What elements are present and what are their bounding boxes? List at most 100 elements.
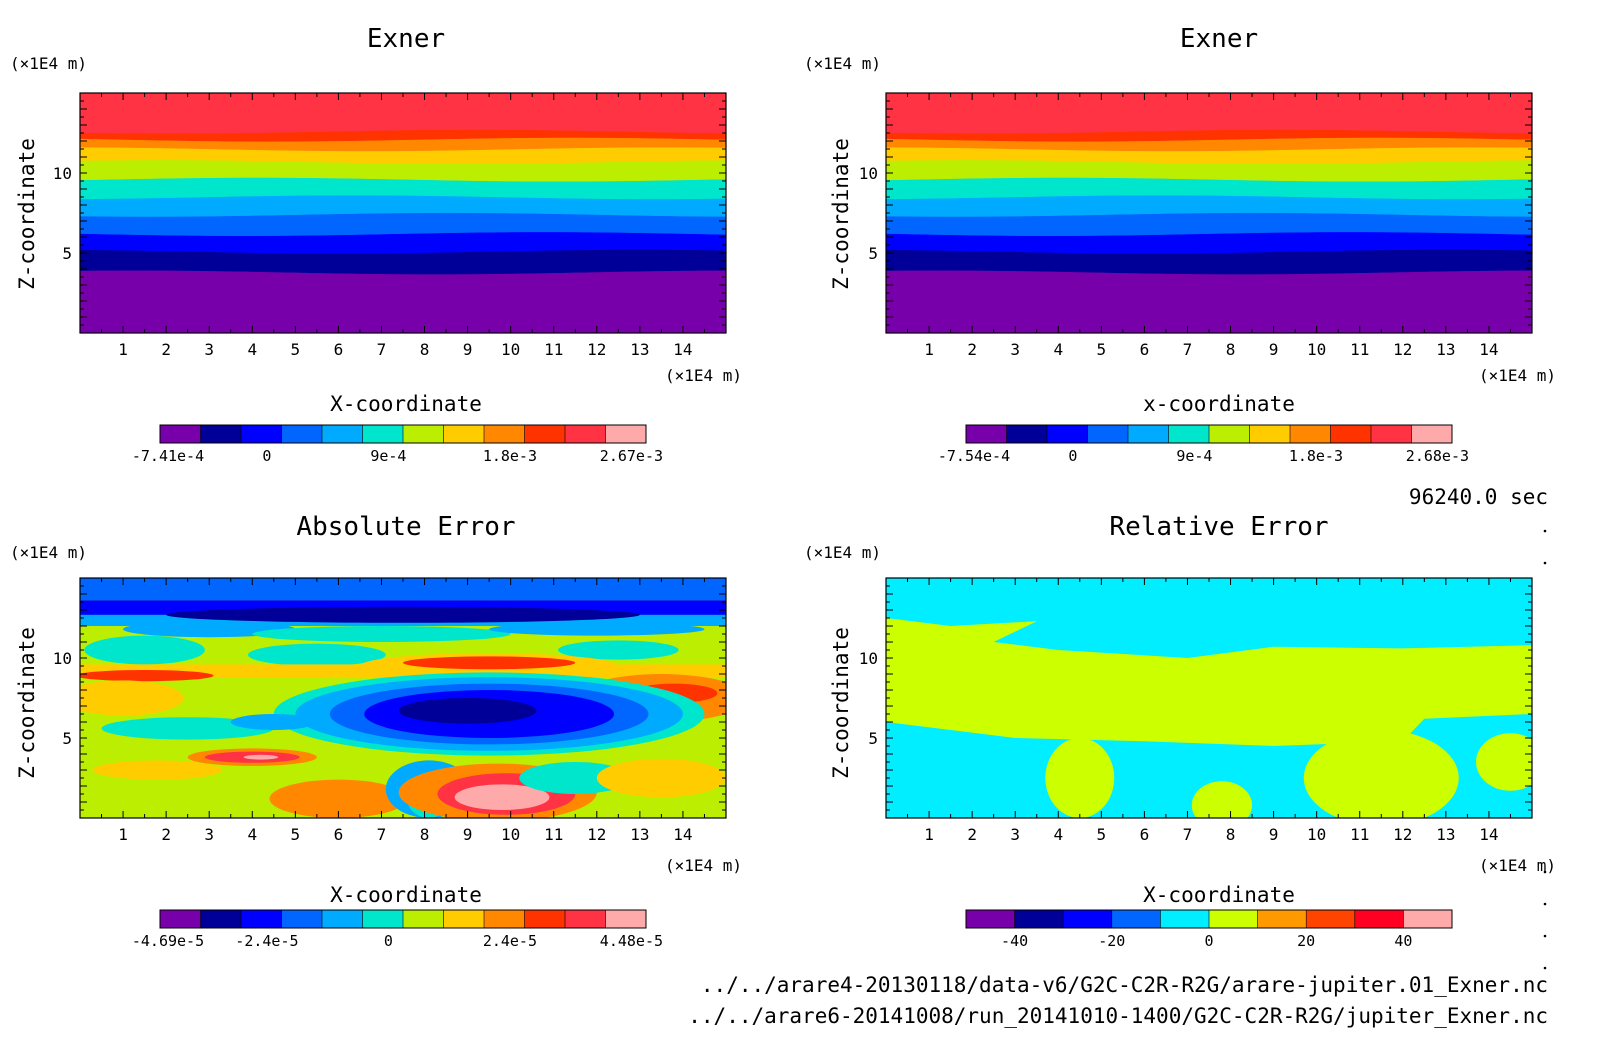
colorbar-swatch: [1411, 425, 1453, 443]
x-tick-label: 8: [1226, 340, 1236, 359]
x-axis-label: x-coordinate: [1143, 392, 1295, 416]
colorbar-swatch: [1168, 425, 1210, 443]
colorbar-label: -7.54e-4: [938, 447, 1010, 465]
y-unit-label: (×1E4 m): [10, 543, 87, 562]
x-tick-label: 12: [1393, 340, 1412, 359]
x-tick-label: 2: [967, 825, 977, 844]
panel-relative-error: Relative Error (×1E4 m) 1 2 3 4 5 6 7 8 9 10 11 12 1…: [804, 512, 1556, 950]
contour-band: [80, 93, 726, 134]
contour-field: [80, 578, 726, 818]
colorbar-label: -4.69e-5: [132, 932, 204, 950]
colorbar-swatch: [484, 425, 525, 443]
colorbar-swatch: [322, 910, 363, 928]
colorbar-swatch: [281, 425, 323, 443]
x-tick-label: 3: [204, 825, 214, 844]
x-tick-label: 12: [1393, 825, 1412, 844]
y-tick-label: 10: [53, 164, 72, 183]
panel-title: Relative Error: [1109, 512, 1328, 542]
x-axis-label: X-coordinate: [330, 392, 482, 416]
x-tick-label: 7: [377, 825, 387, 844]
colorbar: -4.69e-5 -2.4e-5 0 2.4e-5 4.48e-5: [132, 909, 663, 950]
time-label: 96240.0 sec: [1409, 485, 1548, 509]
x-tick-label: 3: [1010, 825, 1020, 844]
colorbar-swatch: [403, 425, 444, 443]
x-axis-label: X-coordinate: [330, 883, 482, 907]
contour-region: [596, 758, 726, 798]
x-tick-label: 9: [1269, 825, 1279, 844]
colorbar-swatch: [1257, 910, 1307, 928]
x-tick-label: 11: [1350, 340, 1369, 359]
plot-area: [79, 92, 727, 334]
colorbar-swatch: [1209, 910, 1259, 928]
contour-region: [247, 643, 386, 666]
colorbar-label: 2.67e-3: [600, 447, 663, 465]
colorbar-swatch: [443, 910, 485, 928]
colorbar-swatch: [1063, 910, 1113, 928]
colorbar-label: 0: [1204, 932, 1213, 950]
colorbar-swatch: [1128, 425, 1169, 443]
x-tick-label: 6: [1140, 825, 1150, 844]
colorbar-label: 20: [1297, 932, 1315, 950]
x-tick-label: 9: [463, 825, 473, 844]
colorbar-label: -40: [1001, 932, 1028, 950]
colorbar-swatch: [1014, 910, 1064, 928]
y-axis-label: Z-coordinate: [829, 627, 853, 779]
colorbar-swatch: [565, 425, 606, 443]
x-unit-label: (×1E4 m): [665, 366, 742, 385]
contour-region: [123, 621, 296, 638]
x-tick-label: 1: [118, 340, 128, 359]
contour-region: [299, 789, 378, 809]
contour-region: [558, 640, 679, 660]
x-tick-label: 5: [291, 340, 301, 359]
contour-region: [454, 784, 550, 810]
colorbar-swatch: [362, 425, 404, 443]
x-tick-label: 13: [1436, 340, 1455, 359]
contour-region: [398, 698, 537, 724]
colorbar-swatch: [200, 425, 242, 443]
contour-region: [101, 717, 274, 740]
x-tick-label: 3: [1010, 340, 1020, 359]
x-tick-label: 7: [1183, 340, 1193, 359]
x-tick-label: 5: [1097, 340, 1107, 359]
plot-area: [885, 92, 1533, 334]
x-tick-label: 4: [247, 825, 257, 844]
x-tick-label: 11: [1350, 825, 1369, 844]
colorbar-label: 0: [384, 932, 393, 950]
y-axis-label: Z-coordinate: [15, 627, 39, 779]
x-tick-label: 4: [1053, 340, 1063, 359]
x-tick-label: 4: [247, 340, 257, 359]
colorbar-swatch: [966, 910, 1016, 928]
contour-band: [80, 249, 726, 275]
colorbar-swatch: [160, 910, 201, 928]
x-unit-label: (×1E4 m): [665, 856, 742, 875]
colorbar-label: 4.48e-5: [600, 932, 663, 950]
contour-region: [1476, 733, 1532, 791]
colorbar: -7.54e-4 0 9e-4 1.8e-3 2.68e-3: [938, 424, 1469, 465]
colorbar-swatch: [1330, 425, 1372, 443]
contour-band: [886, 93, 1532, 134]
colorbar-swatch: [1249, 425, 1291, 443]
colorbar-swatch: [1306, 910, 1356, 928]
contour-region: [243, 754, 279, 760]
colorbar-swatch: [322, 425, 363, 443]
contour-region: [230, 714, 317, 730]
contour-region: [80, 670, 214, 682]
x-tick-label: 10: [1307, 825, 1326, 844]
x-tick-label: 2: [161, 340, 171, 359]
colorbar-swatch: [605, 910, 647, 928]
colorbar-label: 9e-4: [1176, 447, 1212, 465]
y-unit-label: (×1E4 m): [10, 54, 87, 73]
contour-region: [166, 606, 640, 623]
colorbar-swatch: [1403, 910, 1453, 928]
y-tick-label: 10: [53, 649, 72, 668]
panel-absolute-error: Absolute Error (×1E4 m) 1 2 3 4 5 6 7 8 9 10 11 12 1…: [10, 512, 742, 950]
x-tick-label: 9: [1269, 340, 1279, 359]
colorbar: -7.41e-4 0 9e-4 1.8e-3 2.67e-3: [132, 424, 663, 465]
panel-title: Exner: [367, 24, 445, 54]
x-tick-label: 10: [1307, 340, 1326, 359]
colorbar-swatch: [1006, 425, 1048, 443]
x-tick-label: 7: [377, 340, 387, 359]
x-tick-label: 14: [673, 825, 692, 844]
